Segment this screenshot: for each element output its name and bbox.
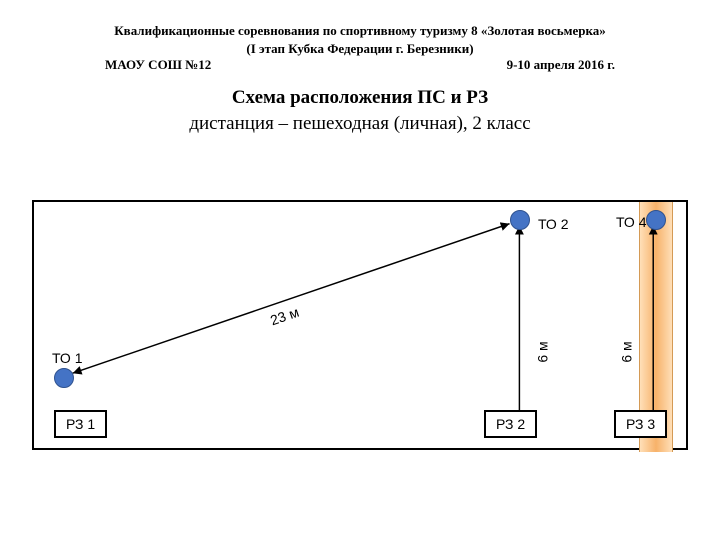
- label-to1: ТО 1: [52, 350, 83, 366]
- label-to4: ТО 4: [616, 214, 647, 230]
- title-line2: дистанция – пешеходная (личная), 2 класс: [0, 111, 720, 137]
- title-line1: Схема расположения ПС и РЗ: [0, 85, 720, 111]
- dist-6m-2: 6 м: [619, 341, 635, 362]
- box-rz2: РЗ 2: [484, 410, 537, 438]
- node-to4: [646, 210, 666, 230]
- box-rz3: РЗ 3: [614, 410, 667, 438]
- header-line1: Квалификационные соревнования по спортив…: [0, 22, 720, 40]
- node-to1: [54, 368, 74, 388]
- header-right: 9-10 апреля 2016 г.: [507, 57, 615, 73]
- label-to2: ТО 2: [538, 216, 569, 232]
- header-line2: (I этап Кубка Федерации г. Березники): [0, 40, 720, 58]
- diagram-area: ТО 1 ТО 2 ТО 4 23 м 6 м 6 м РЗ 1 РЗ 2 РЗ…: [32, 200, 688, 450]
- header-left: МАОУ СОШ №12: [105, 57, 211, 73]
- diagram-lines: [34, 202, 686, 448]
- box-rz1: РЗ 1: [54, 410, 107, 438]
- dist-6m-1: 6 м: [535, 341, 551, 362]
- node-to2: [510, 210, 530, 230]
